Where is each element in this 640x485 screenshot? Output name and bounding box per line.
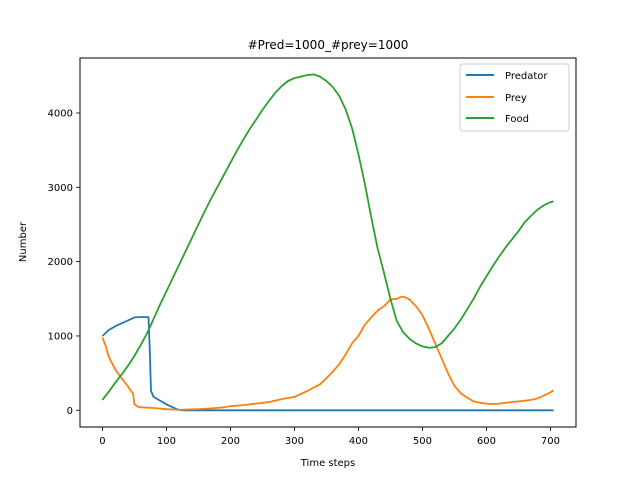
- legend: Predator Prey Food: [459, 63, 570, 132]
- x-tick-label: 400: [349, 436, 368, 447]
- x-tick-label: 300: [285, 436, 304, 447]
- x-tick-label: 500: [413, 436, 432, 447]
- y-tick-label: 3000: [48, 183, 73, 194]
- x-axis-label: Time steps: [300, 458, 356, 469]
- series-layer: [101, 73, 555, 412]
- legend-label-predator: Predator: [505, 71, 548, 82]
- y-tick-label: 4000: [48, 108, 73, 119]
- x-axis-ticks: 0 100 200 300 400 500 600 700: [99, 427, 560, 447]
- series-line-prey: [101, 295, 555, 411]
- x-tick-label: 200: [221, 436, 240, 447]
- x-tick-label: 600: [477, 436, 496, 447]
- x-tick-label: 0: [99, 436, 105, 447]
- series-line-food: [101, 73, 554, 401]
- y-tick-label: 1000: [48, 331, 73, 342]
- plot-frame: [79, 57, 577, 428]
- y-tick-label: 2000: [48, 257, 73, 268]
- legend-label-prey: Prey: [505, 93, 527, 104]
- x-tick-label: 100: [157, 436, 176, 447]
- x-tick-label: 700: [541, 436, 560, 447]
- y-axis-label: Number: [18, 221, 29, 262]
- chart-title: #Pred=1000_#prey=1000: [248, 38, 409, 52]
- y-tick-label: 0: [67, 406, 73, 417]
- legend-box: [459, 63, 570, 132]
- legend-label-food: Food: [505, 114, 529, 125]
- y-axis-ticks: 0 1000 2000 3000 4000: [48, 108, 80, 417]
